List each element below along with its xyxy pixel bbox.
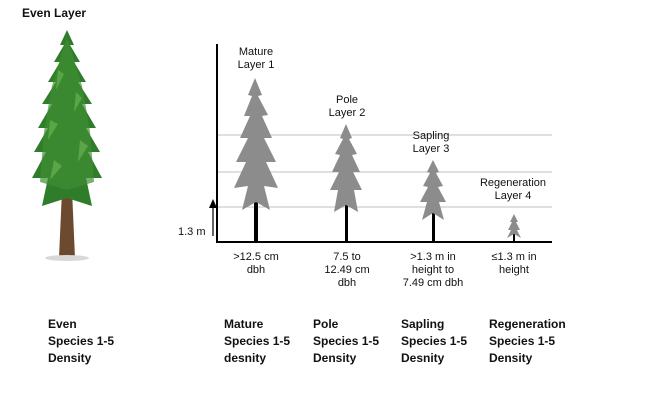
regeneration-tree-silhouette [507,214,521,242]
layer-2-criteria: 7.5 to 12.49 cm dbh [324,251,370,289]
mature-tree-silhouette [234,78,278,242]
height-axis [209,44,552,243]
column-pole: Pole Species 1-5 Density [313,317,380,365]
layer-1-criteria: >12.5 cm dbh [233,251,279,276]
layer-2-label: Pole Layer 2 [328,94,366,119]
pole-tree-silhouette [330,124,362,242]
even-layer-tree-illustration [32,30,102,261]
layer-1-label: Mature Layer 1 [237,46,275,71]
layer-3-criteria: >1.3 m in height to 7.49 cm dbh [402,251,464,289]
sapling-tree-silhouette [420,160,446,242]
layer-3-label: Sapling Layer 3 [412,130,450,155]
column-even: Even Species 1-5 Density [48,317,115,365]
column-regeneration: Regeneration Species 1-5 Density [489,317,566,365]
axis-label-1-3m: 1.3 m [178,226,206,238]
column-sapling: Sapling Species 1-5 Desnity [401,317,468,365]
layer-gridlines [218,134,552,208]
page-title: Even Layer [22,6,87,20]
column-mature: Mature Species 1-5 desnity [224,317,291,365]
layer-4-criteria: ≤1.3 m in height [491,251,537,276]
layer-4-label: Regeneration Layer 4 [479,177,547,202]
